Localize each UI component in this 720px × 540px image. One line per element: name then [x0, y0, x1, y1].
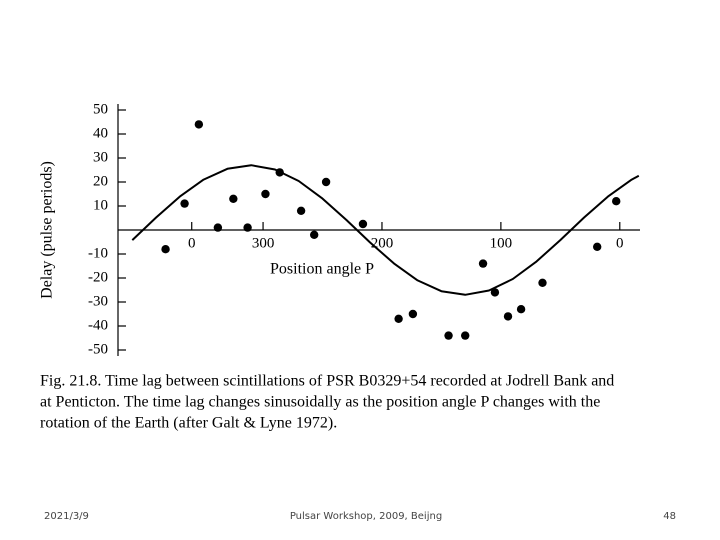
data-point	[490, 288, 500, 297]
footer-title: Pulsar Workshop, 2009, Beijng	[290, 511, 442, 522]
x-tick-label: 300	[252, 235, 275, 251]
data-point	[516, 305, 526, 314]
data-point	[408, 309, 418, 319]
y-tick-label: -50	[88, 341, 108, 357]
data-point	[538, 278, 547, 287]
fit-curve	[131, 164, 640, 296]
y-tick-label: -10	[88, 245, 108, 261]
page-number: 48	[663, 511, 676, 522]
data-point	[161, 245, 170, 254]
y-tick-label: 20	[93, 173, 108, 189]
data-point	[213, 223, 223, 232]
y-tick-label: 10	[93, 197, 108, 213]
data-point	[612, 197, 621, 206]
y-axis-label: Delay (pulse periods)	[39, 161, 56, 299]
data-point	[180, 199, 189, 208]
x-tick-label: 200	[371, 235, 394, 251]
x-tick-label: 100	[490, 235, 513, 251]
caption-line: Fig. 21.8. Time lag between scintillatio…	[40, 373, 614, 390]
data-point	[243, 223, 252, 232]
y-tick-label: -40	[88, 317, 108, 333]
data-point	[444, 331, 453, 340]
data-point	[592, 242, 602, 251]
data-point	[321, 177, 331, 187]
footer-date: 2021/3/9	[44, 511, 89, 522]
data-point	[309, 230, 319, 239]
data-point	[394, 314, 403, 323]
data-point	[194, 120, 204, 129]
data-point	[229, 194, 238, 203]
y-tick-label: -30	[88, 293, 108, 309]
caption-line: at Penticton. The time lag changes sinus…	[40, 394, 600, 411]
x-axis-label: Position angle P	[270, 261, 374, 278]
data-point	[296, 206, 306, 215]
y-tick-label: 30	[93, 149, 108, 165]
y-tick-label: 50	[93, 101, 108, 117]
caption-line: rotation of the Earth (after Galt & Lyne…	[40, 415, 337, 432]
data-point	[461, 331, 470, 340]
data-point	[261, 189, 270, 199]
y-tick-label: -20	[88, 269, 108, 285]
data-point	[478, 259, 488, 268]
data-point	[503, 312, 513, 321]
x-tick-label: 0	[616, 235, 624, 251]
y-tick-label: 40	[93, 125, 108, 141]
x-tick-label: 0	[188, 235, 196, 251]
data-point	[358, 219, 368, 229]
